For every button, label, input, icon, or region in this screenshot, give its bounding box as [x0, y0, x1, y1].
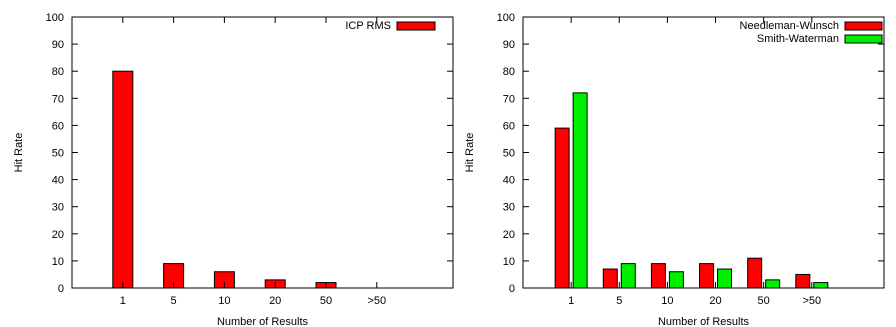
y-tick-label: 70 [503, 93, 515, 105]
x-tick-label: 50 [320, 295, 332, 307]
y-tick-label: 10 [52, 256, 64, 268]
bar-1-s0-c0 [554, 127, 570, 289]
y-tick-label: 90 [52, 39, 64, 51]
x-axis-label: Number of Results [658, 316, 750, 327]
legend-label: Needleman-Wunsch [740, 20, 839, 32]
y-tick-label: 100 [497, 12, 515, 24]
y-tick-label: 40 [52, 175, 64, 187]
x-tick-label: >50 [802, 295, 821, 307]
x-tick-label: 1 [568, 295, 574, 307]
legend-label: Smith-Waterman [757, 33, 839, 45]
bar-1-s0-c2 [650, 263, 666, 289]
x-tick-label: 10 [661, 295, 673, 307]
y-tick-label: 80 [503, 66, 515, 78]
y-tick-label: 80 [52, 66, 64, 78]
legend-swatch [844, 21, 883, 31]
x-axis-label: Number of Results [217, 316, 309, 327]
y-tick-label: 60 [52, 120, 64, 132]
x-tick-label: >50 [367, 295, 386, 307]
bar-1-s1-c5 [813, 282, 829, 289]
y-tick-label: 90 [503, 39, 515, 51]
bar-1-s1-c2 [668, 271, 684, 289]
y-tick-label: 70 [52, 93, 64, 105]
x-tick-label: 5 [171, 295, 177, 307]
y-tick-label: 0 [58, 283, 64, 295]
bar-1-s0-c4 [747, 257, 763, 289]
x-tick-label: 5 [616, 295, 622, 307]
bar-0-s0-c0 [112, 70, 134, 289]
y-tick-label: 20 [503, 229, 515, 241]
y-axis-label: Hit Rate [13, 133, 25, 173]
chart-alignment: 0 10 20 30 40 50 60 70 80 90 100 1 5 10 20 50 >50 Number … [464, 12, 885, 327]
x-tick-label: 20 [269, 295, 281, 307]
x-tick-label: 1 [120, 295, 126, 307]
legend-label: ICP RMS [345, 20, 391, 32]
legend-swatch [844, 34, 883, 44]
bar-1-s1-c0 [572, 92, 588, 289]
x-tick-label: 10 [218, 295, 230, 307]
bar-1-s1-c3 [717, 268, 733, 289]
y-tick-label: 40 [503, 175, 515, 187]
y-tick-label: 20 [52, 229, 64, 241]
x-tick-label: 20 [709, 295, 721, 307]
y-tick-label: 60 [503, 120, 515, 132]
bar-1-s1-c1 [620, 263, 636, 289]
chart-icp-rms: 0 10 20 30 40 50 60 70 80 90 100 1 5 10 20 50 >50 Number … [13, 12, 454, 327]
bar-1-s0-c5 [795, 273, 811, 289]
legend-swatch [396, 21, 436, 31]
bar-1-s0-c3 [699, 263, 715, 289]
y-axis-label: Hit Rate [464, 133, 476, 173]
y-tick-label: 10 [503, 256, 515, 268]
y-tick-label: 30 [503, 202, 515, 214]
x-tick-label: 50 [758, 295, 770, 307]
y-tick-label: 30 [52, 202, 64, 214]
y-tick-label: 50 [503, 148, 515, 160]
y-tick-label: 100 [46, 12, 64, 24]
y-tick-label: 0 [509, 283, 515, 295]
bar-1-s0-c1 [602, 268, 618, 289]
y-tick-label: 50 [52, 148, 64, 160]
bar-1-s1-c4 [765, 279, 781, 289]
